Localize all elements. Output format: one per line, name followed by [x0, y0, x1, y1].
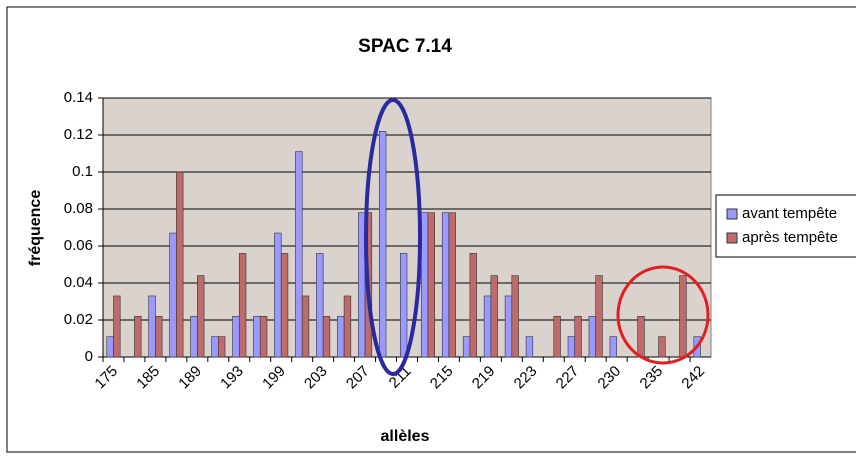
- bar: [469, 253, 477, 358]
- bar: [525, 336, 534, 358]
- bar: [588, 315, 596, 358]
- bar: [148, 295, 156, 358]
- bar: [574, 315, 582, 358]
- legend-swatch: [726, 232, 738, 244]
- bar: [567, 336, 576, 358]
- y-tick-label: 0.12: [64, 126, 93, 143]
- bar: [190, 315, 198, 358]
- bar: [274, 232, 282, 358]
- x-axis-label: allèles: [381, 428, 430, 445]
- legend-label: après tempête: [742, 229, 838, 246]
- bar: [511, 275, 519, 358]
- y-tick-label: 0.02: [64, 311, 93, 328]
- bar: [211, 336, 219, 358]
- bar: [483, 295, 492, 358]
- bar: [238, 253, 247, 358]
- y-tick-label: 0.04: [64, 274, 93, 291]
- bar: [462, 336, 471, 358]
- legend-label: avant tempête: [742, 205, 837, 222]
- bar: [134, 315, 142, 358]
- bar: [595, 275, 603, 358]
- bar: [280, 253, 289, 358]
- bar: [106, 336, 114, 358]
- bar: [218, 336, 226, 358]
- y-tick-label: 0.1: [72, 163, 93, 180]
- bar: [658, 336, 666, 358]
- y-tick-label: 0: [85, 348, 93, 365]
- y-tick-label: 0.08: [64, 200, 93, 217]
- bar: [316, 253, 324, 358]
- y-axis-label: fréquence: [27, 190, 44, 267]
- bar: [155, 315, 163, 358]
- y-tick-label: 0.14: [64, 89, 93, 106]
- bar: [176, 171, 184, 358]
- bar: [553, 315, 561, 358]
- bar: [337, 315, 345, 358]
- legend-swatch: [726, 208, 738, 220]
- bar: [259, 315, 268, 358]
- bar: [113, 295, 121, 358]
- bar: [399, 253, 408, 358]
- chart-title: SPAC 7.14: [358, 36, 452, 57]
- bar: [295, 151, 303, 358]
- legend: [715, 194, 856, 258]
- bar: [232, 315, 240, 358]
- bar: [420, 212, 429, 358]
- bar: [169, 232, 177, 358]
- bar: [343, 295, 352, 358]
- bar: [379, 131, 387, 358]
- bar: [679, 275, 687, 358]
- highlight-circle: [616, 265, 710, 365]
- bar: [637, 315, 645, 358]
- highlight-ellipse: [364, 98, 422, 376]
- bar: [504, 295, 513, 358]
- y-tick-label: 0.06: [64, 237, 93, 254]
- bar: [197, 275, 205, 358]
- bar: [448, 212, 456, 358]
- bar: [427, 212, 435, 358]
- bar: [441, 212, 450, 358]
- bar: [253, 315, 261, 358]
- bar: [322, 315, 331, 358]
- bar: [490, 275, 498, 358]
- bar: [301, 295, 310, 358]
- bar: [609, 336, 617, 358]
